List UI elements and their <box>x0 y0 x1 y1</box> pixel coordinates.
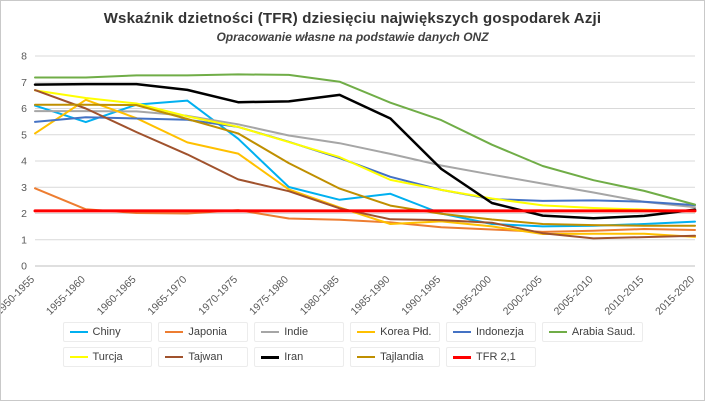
legend-swatch <box>69 356 88 358</box>
legend-label: Indonezja <box>476 326 524 338</box>
y-axis-tick-label: 6 <box>21 103 27 115</box>
y-axis-tick-label: 0 <box>21 261 27 273</box>
series-line-turcja <box>34 89 696 213</box>
series-line-japonia <box>34 187 696 233</box>
series-line-tajlandia <box>34 103 696 227</box>
x-axis-tick-label: 2015-2020 <box>653 274 697 318</box>
chart-title: Wskaźnik dzietności (TFR) dziesięciu naj… <box>103 10 602 27</box>
legend-swatch <box>69 331 88 333</box>
y-axis-tick-label: 4 <box>21 156 27 168</box>
y-axis-tick-label: 8 <box>21 51 27 63</box>
y-axis-tick-label: 3 <box>21 182 27 194</box>
line-chart: 0 1 2 3 4 5 6 7 8 1950-1955 1955-1960 1960-1965 1965… <box>1 51 697 318</box>
legend-swatch <box>165 331 184 333</box>
legend-item: Indie <box>254 322 345 342</box>
x-axis-tick-label: 1990-1995 <box>399 274 443 318</box>
legend-swatch <box>165 356 184 358</box>
x-axis-tick-label: 1955-1960 <box>44 274 88 318</box>
legend-item: Turcja <box>62 347 153 367</box>
legend-item: Chiny <box>62 322 153 342</box>
x-axis-tick-label: 1950-1955 <box>1 274 37 318</box>
legend-label: Indie <box>284 326 309 338</box>
legend-label: Iran <box>284 351 304 363</box>
y-axis-tick-label: 1 <box>21 234 27 246</box>
legend-label: Chiny <box>92 326 121 338</box>
legend-label: Tajwan <box>188 351 223 363</box>
legend-label: Tajlandia <box>380 351 424 363</box>
legend-item: Arabia Saud. <box>541 322 643 342</box>
x-axis-tick-label: 1980-1985 <box>298 274 342 318</box>
legend-item: TFR 2,1 <box>446 347 536 367</box>
legend-label: Korea Płd. <box>380 326 432 338</box>
series-line-korea-p-d <box>34 98 696 238</box>
x-axis-tick-label: 1985-1990 <box>349 274 393 318</box>
legend-label: Arabia Saud. <box>571 326 636 338</box>
y-axis-tick-label: 5 <box>21 129 27 141</box>
series-line-tajwan <box>34 89 696 240</box>
legend-item: Korea Płd. <box>350 322 440 342</box>
legend-swatch <box>548 331 567 333</box>
series-line-indie <box>34 110 696 209</box>
legend-swatch <box>453 355 471 359</box>
legend-swatch <box>261 355 280 359</box>
legend-label: TFR 2,1 <box>476 351 516 363</box>
x-axis-tick-label: 2010-2015 <box>602 274 646 318</box>
x-axis-tick-label: 1960-1965 <box>95 274 139 318</box>
series-line-iran <box>33 82 697 220</box>
series-line-arabia-saud <box>34 73 696 206</box>
x-axis-tick-label: 1965-1970 <box>145 274 189 318</box>
chart-legend: Chiny Japonia Indie Korea Płd. Indonezja Arab… <box>62 322 643 367</box>
legend-swatch <box>357 356 376 358</box>
legend-label: Japonia <box>188 326 227 338</box>
x-axis-tick-label: 1995-2000 <box>450 274 494 318</box>
legend-item: Tajwan <box>158 347 249 367</box>
legend-item: Iran <box>254 347 345 367</box>
legend-label: Turcja <box>92 351 123 363</box>
legend-swatch <box>453 331 471 333</box>
y-axis-tick-label: 2 <box>21 208 27 220</box>
y-axis-tick-label: 7 <box>21 77 27 89</box>
x-axis-tick-label: 2005-2010 <box>552 274 596 318</box>
legend-swatch <box>261 331 280 333</box>
legend-item: Tajlandia <box>350 347 440 367</box>
legend-swatch <box>357 331 376 333</box>
x-axis-tick-label: 1970-1975 <box>196 274 240 318</box>
x-axis-tick-label: 1975-1980 <box>247 274 291 318</box>
x-axis-tick-label: 2000-2005 <box>501 274 545 318</box>
legend-item: Japonia <box>158 322 249 342</box>
legend-item: Indonezja <box>446 322 536 342</box>
chart-subtitle: Opracowanie własne na podstawie danych O… <box>216 30 489 44</box>
